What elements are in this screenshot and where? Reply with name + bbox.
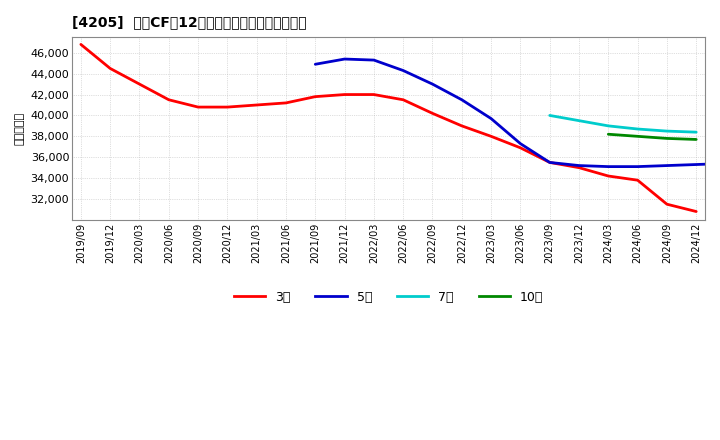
7年	[575, 118, 583, 123]
5年	[399, 68, 408, 73]
3年	[692, 209, 701, 214]
5年	[516, 141, 525, 146]
3年	[545, 160, 554, 165]
5年	[575, 163, 583, 168]
Legend: 3年, 5年, 7年, 10年: 3年, 5年, 7年, 10年	[229, 286, 549, 309]
5年	[604, 164, 613, 169]
3年	[223, 104, 232, 110]
5年	[662, 163, 671, 168]
7年	[545, 113, 554, 118]
Line: 10年: 10年	[608, 134, 696, 139]
10年	[634, 134, 642, 139]
7年	[662, 128, 671, 134]
3年	[76, 42, 85, 47]
10年	[692, 137, 701, 142]
3年	[604, 173, 613, 179]
10年	[662, 136, 671, 141]
3年	[282, 100, 290, 106]
3年	[662, 202, 671, 207]
Text: [4205]  営業CFの12か月移動合計の平均値の推移: [4205] 営業CFの12か月移動合計の平均値の推移	[72, 15, 307, 29]
3年	[399, 97, 408, 103]
5年	[692, 162, 701, 167]
7年	[634, 126, 642, 132]
Line: 5年: 5年	[315, 59, 720, 167]
3年	[457, 123, 466, 128]
5年	[457, 97, 466, 103]
3年	[311, 94, 320, 99]
3年	[575, 165, 583, 170]
5年	[341, 56, 349, 62]
3年	[516, 145, 525, 150]
7年	[604, 123, 613, 128]
5年	[545, 160, 554, 165]
Y-axis label: （百万円）: （百万円）	[15, 112, 25, 145]
3年	[106, 66, 114, 71]
3年	[253, 103, 261, 108]
5年	[487, 116, 495, 121]
3年	[369, 92, 378, 97]
3年	[428, 111, 437, 116]
3年	[487, 134, 495, 139]
5年	[428, 81, 437, 87]
Line: 7年: 7年	[549, 115, 696, 132]
5年	[634, 164, 642, 169]
10年	[604, 132, 613, 137]
Line: 3年: 3年	[81, 44, 696, 212]
3年	[341, 92, 349, 97]
3年	[135, 81, 144, 87]
3年	[164, 97, 173, 103]
7年	[692, 129, 701, 135]
3年	[194, 104, 202, 110]
5年	[311, 62, 320, 67]
3年	[634, 178, 642, 183]
5年	[369, 58, 378, 63]
